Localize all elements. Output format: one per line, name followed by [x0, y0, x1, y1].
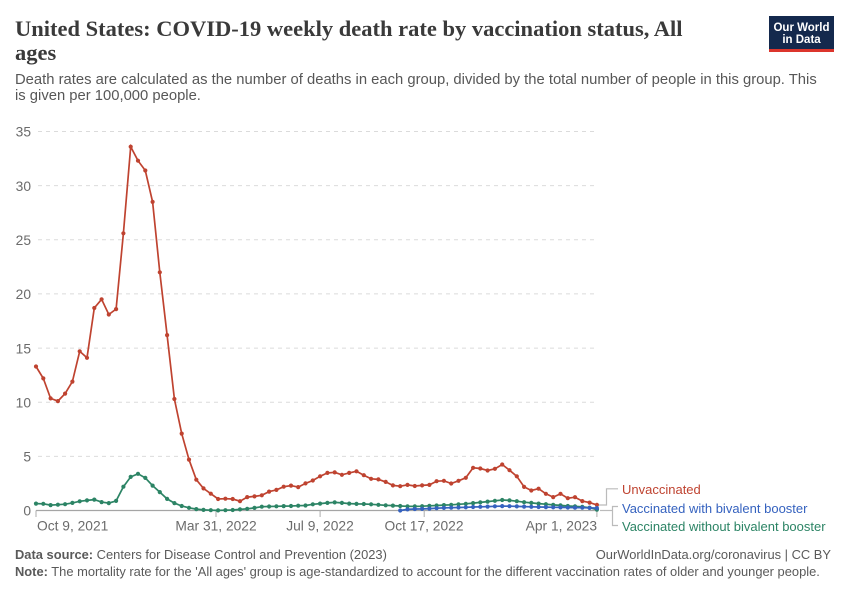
svg-text:0: 0: [23, 504, 31, 519]
svg-text:Jul 9, 2022: Jul 9, 2022: [286, 519, 354, 534]
svg-text:Oct 9, 2021: Oct 9, 2021: [37, 519, 108, 534]
svg-text:20: 20: [16, 287, 32, 302]
svg-text:35: 35: [16, 125, 32, 140]
svg-text:Mar 31, 2022: Mar 31, 2022: [175, 519, 256, 534]
svg-text:30: 30: [16, 179, 32, 194]
svg-text:5: 5: [23, 450, 31, 465]
svg-text:25: 25: [16, 233, 32, 248]
svg-text:Apr 1, 2023: Apr 1, 2023: [526, 519, 598, 534]
svg-text:10: 10: [16, 395, 32, 410]
svg-text:Oct 17, 2022: Oct 17, 2022: [384, 519, 463, 534]
svg-text:15: 15: [16, 341, 32, 356]
